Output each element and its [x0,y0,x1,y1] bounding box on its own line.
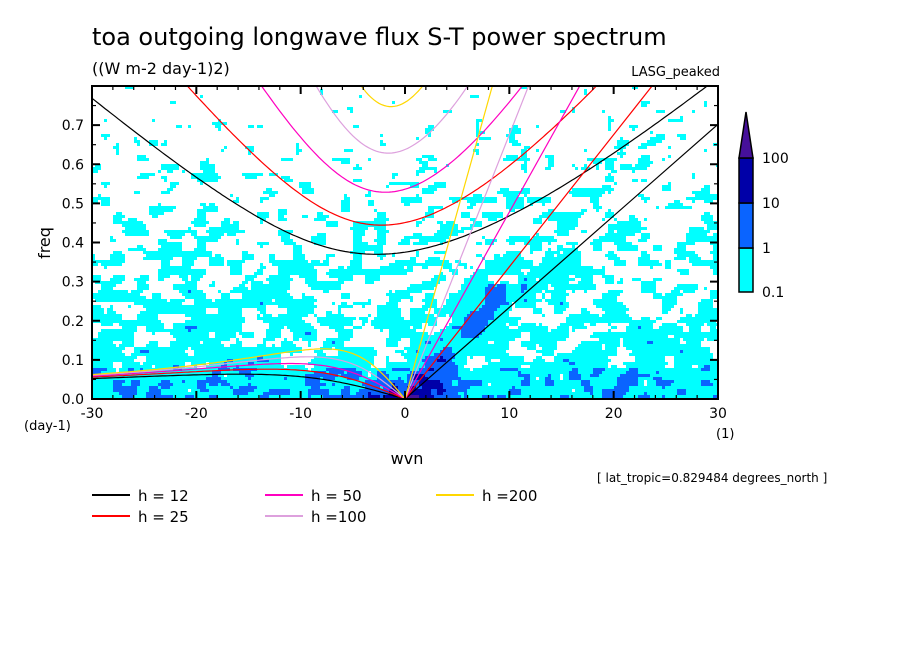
inertio-gravity-curve-h100 [315,86,469,154]
inertio-gravity-curve-h25 [186,86,598,226]
axis-ticks [91,85,719,400]
legend-label: h = 12 [138,487,189,505]
x-tick-label: -30 [81,406,104,422]
y-tick-label: 0.5 [62,196,84,212]
inertio-gravity-curve-h200 [360,86,424,108]
dispersion-curves [92,86,718,399]
colorbar-segment [738,202,754,249]
inertio-gravity-curve-h12 [92,86,709,255]
y-tick-label: 0.0 [62,392,84,408]
colorbar-label: 0.1 [762,285,784,301]
colorbar-extend-triangle [738,111,754,159]
y-tick-label: 0.6 [62,157,84,173]
y-tick-label: 0.2 [62,314,84,330]
kelvin-line-h25 [404,86,653,399]
y-tick-labels: 0.0 0.1 0.2 0.3 0.4 0.5 0.6 0.7 [62,118,84,408]
plot-frame [91,85,719,400]
x-tick-labels: -30 -20 -10 0 10 20 30 [81,406,727,422]
kelvin-line-h100 [404,86,530,399]
kelvin-line-h12 [404,123,718,399]
colorbar-label: 10 [762,196,780,212]
x-tick-label: 20 [605,406,623,422]
rossby-curve-h50 [92,362,406,399]
colorbar-segment [738,247,754,293]
rossby-curve-h25 [92,368,406,399]
legend-label: h =200 [482,487,537,505]
kelvin-line-h50 [404,86,581,399]
rossby-curve-h100 [92,356,406,399]
colorbar-segment [738,157,754,204]
x-tick-label: -10 [289,406,312,422]
y-tick-label: 0.1 [62,353,84,369]
y-units: (day-1) [24,419,71,434]
legend-label: h = 25 [138,508,189,526]
power-spectrum-contour-field [92,86,718,399]
dataset-label: LASG_peaked [631,65,720,80]
colorbar-label: 100 [762,151,789,167]
legend-label: h =100 [311,508,366,526]
kelvin-line-h200 [404,86,493,399]
y-axis-label: freq [35,227,54,259]
chart-subtitle: ((W m-2 day-1)2) [92,59,230,78]
legend: h = 12 h = 25 h = 50 h =100 h =200 [92,487,537,526]
footnote-lat: [ lat_tropic=0.829484 degrees_north ] [597,471,827,485]
colorbar-label: 1 [762,241,771,257]
inertio-gravity-curve-h50 [260,86,524,193]
x-tick-label: 10 [500,406,518,422]
x-tick-label: -20 [185,406,208,422]
legend-label: h = 50 [311,487,362,505]
colorbar: 0.1 1 10 100 [738,111,789,301]
rossby-curve-h12 [92,373,406,399]
x-tick-label: 30 [709,406,727,422]
rossby-curve-h200 [92,348,406,399]
x-tick-label: 0 [401,406,410,422]
y-tick-label: 0.4 [62,236,84,252]
y-tick-label: 0.7 [62,118,84,134]
chart-title: toa outgoing longwave flux S-T power spe… [92,23,667,51]
y-tick-label: 0.3 [62,275,84,291]
x-axis-label: wvn [391,449,424,468]
x-units: (1) [716,427,734,442]
